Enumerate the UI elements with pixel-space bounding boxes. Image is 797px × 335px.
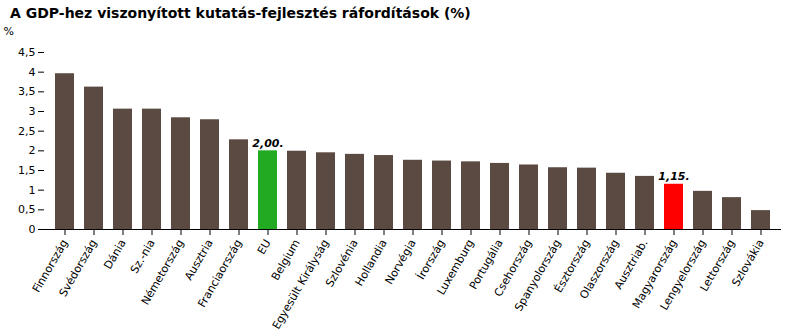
svg-text:Észtország: Észtország [551, 237, 593, 296]
svg-text:3: 3 [29, 105, 36, 118]
svg-text:2,00.: 2,00. [252, 137, 283, 150]
svg-text:Franciaország: Franciaország [195, 237, 244, 309]
svg-text:2: 2 [29, 144, 36, 157]
svg-text:4: 4 [29, 66, 36, 79]
svg-text:Szlovénia: Szlovénia [323, 237, 361, 290]
svg-text:Svédország: Svédország [57, 237, 100, 299]
svg-text:0,5: 0,5 [18, 203, 36, 216]
svg-text:Norvégia: Norvégia [383, 237, 419, 286]
svg-text:Lengyelország: Lengyelország [658, 237, 709, 312]
svg-text:Sz.-nia: Sz.-nia [128, 237, 158, 276]
svg-text:Németország: Németország [139, 237, 187, 307]
svg-text:Szlovákia: Szlovákia [729, 237, 766, 289]
svg-text:%: % [4, 25, 14, 38]
svg-text:1,15.: 1,15. [658, 170, 689, 183]
svg-text:Olaszország: Olaszország [577, 237, 621, 301]
svg-text:Hollandia: Hollandia [352, 237, 390, 289]
svg-text:EU: EU [255, 237, 274, 257]
svg-text:Dánia: Dánia [101, 237, 128, 271]
svg-text:3,5: 3,5 [18, 85, 36, 98]
svg-text:0: 0 [29, 223, 36, 236]
svg-text:Egyesült Királyság: Egyesült Királyság [270, 237, 332, 331]
html-text:A GDP-hez viszonyított kutatás: A GDP-hez viszonyított kutatás-fejleszté… [10, 5, 471, 21]
svg-text:2,5: 2,5 [18, 125, 36, 138]
svg-text:Portugália: Portugália [466, 237, 506, 292]
svg-text:4,5: 4,5 [18, 46, 36, 59]
svg-text:Ausztria: Ausztria [182, 237, 216, 283]
svg-text:Finnország: Finnország [29, 237, 71, 295]
svg-text:Lettország: Lettország [697, 237, 737, 294]
svg-text:1,5: 1,5 [18, 164, 36, 177]
svg-text:Belgium: Belgium [268, 237, 303, 283]
svg-text:Ausztriab.: Ausztriab. [611, 237, 651, 292]
svg-text:1: 1 [29, 184, 36, 197]
svg-text:Spanyolország: Spanyolország [512, 237, 563, 313]
svg-text:Luxemburg: Luxemburg [434, 237, 477, 298]
svg-text:Magyarország: Magyarország [629, 237, 680, 311]
svg-text:Csehország: Csehország [491, 237, 535, 299]
svg-text:Írország: Írország [414, 237, 448, 282]
